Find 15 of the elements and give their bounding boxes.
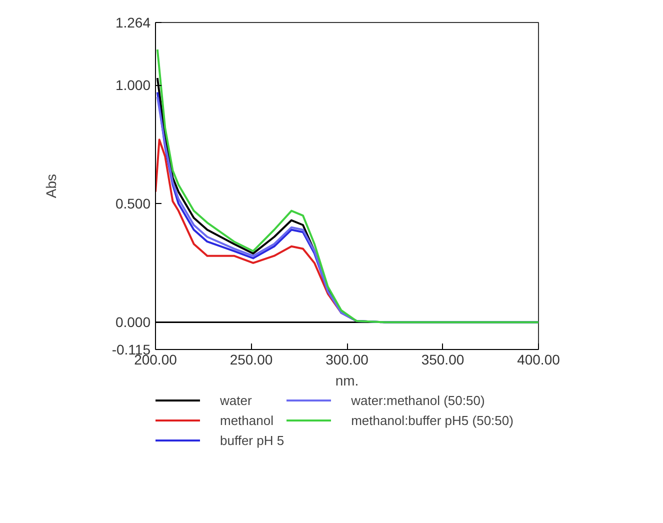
legend-label: methanol <box>220 412 274 429</box>
y-tick-label: 0.000 <box>115 314 151 330</box>
y-axis-title: Abs <box>42 174 59 198</box>
x-axis-title: nm. <box>335 372 359 388</box>
legend-label: methanol:buffer pH5 (50:50) <box>351 412 514 429</box>
legend-label: water <box>220 392 252 409</box>
x-tick-label: 350.00 <box>421 352 464 368</box>
y-tick-label: 1.264 <box>115 14 151 30</box>
x-tick-label: 400.00 <box>517 352 560 368</box>
legend-label: water:methanol (50:50) <box>351 392 485 409</box>
y-tick-label: 0.500 <box>115 196 151 212</box>
x-tick-label: 250.00 <box>230 352 273 368</box>
y-tick-label: 1.000 <box>115 77 151 94</box>
legend-label: buffer pH 5 <box>220 432 284 449</box>
x-tick-label: 300.00 <box>326 352 369 368</box>
